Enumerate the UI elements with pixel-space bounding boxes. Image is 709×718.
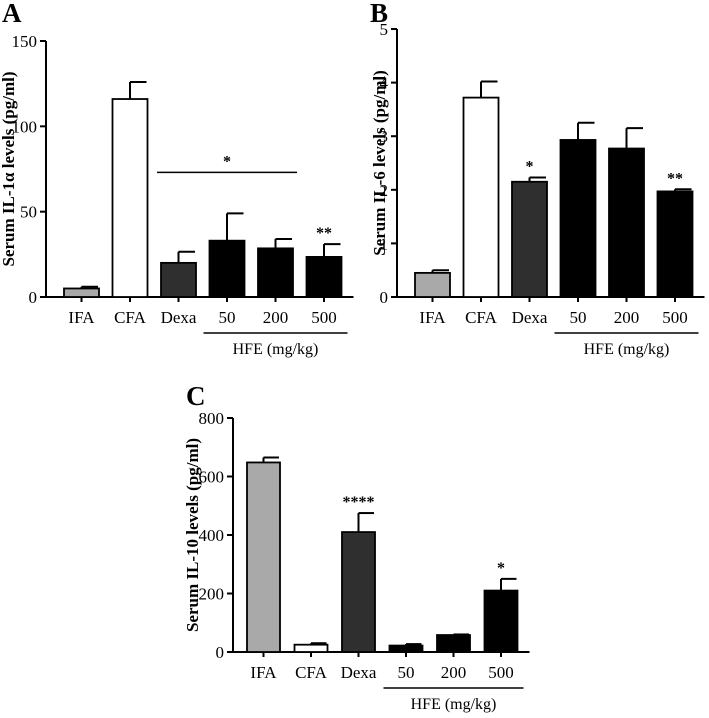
category-label: 500 [311, 308, 337, 327]
bar-cfa [293, 643, 329, 653]
bar-ifa [63, 287, 100, 298]
y-tick-label: 100 [12, 117, 38, 136]
y-tick-label: 400 [199, 526, 225, 545]
chart-panel-a: A Serum IL-1α levels (pg/ml) 0 50 100 150 IFA C… [0, 0, 354, 358]
category-label: CFA [465, 308, 498, 327]
significance-mark: ** [316, 225, 332, 242]
category-label: CFA [295, 663, 328, 682]
panel-letter: A [2, 0, 22, 28]
bar-500 [483, 589, 519, 653]
bar-50 [388, 644, 424, 653]
category-label: 500 [662, 308, 688, 327]
category-label: IFA [68, 308, 95, 327]
bar-ifa [414, 271, 451, 298]
group-label: HFE (mg/kg) [411, 696, 497, 713]
y-tick-label: 0 [29, 288, 38, 307]
category-label: IFA [419, 308, 446, 327]
category-label: 200 [614, 308, 640, 327]
y-tick-label: 50 [20, 203, 37, 222]
bar-200 [257, 247, 294, 298]
y-tick-label: 0 [380, 288, 389, 307]
y-tick-label: 2 [380, 181, 389, 200]
y-tick-label: 600 [199, 468, 225, 487]
significance-mark: ** [667, 170, 683, 187]
bar-200 [436, 634, 471, 653]
y-tick-label: 3 [380, 127, 389, 146]
group-label: HFE (mg/kg) [233, 341, 319, 358]
panel-letter: C [186, 381, 206, 411]
category-label: 50 [398, 663, 415, 682]
bar-50 [208, 239, 246, 298]
y-tick-label: 5 [380, 20, 389, 39]
y-axis-label: Serum IL-10 levels (pg/ml) [183, 438, 202, 632]
y-tick-label: 800 [199, 409, 225, 428]
y-tick-label: 200 [199, 585, 225, 604]
bar-cfa [462, 96, 500, 298]
category-label: IFA [250, 663, 277, 682]
y-tick-label: 0 [216, 643, 225, 662]
comparison-significance: * [223, 153, 231, 170]
group-label: HFE (mg/kg) [584, 341, 670, 358]
y-axis-label: Serum IL-6 levels (pg/ml) [370, 70, 389, 256]
bar-ifa [246, 461, 281, 653]
chart-panel-b: B Serum IL-6 levels (pg/ml) 0 1 2 3 4 5 IFA CFA De… [370, 0, 705, 358]
bar-50 [559, 139, 597, 298]
panel-letter: B [370, 0, 388, 28]
bar-200 [608, 147, 645, 298]
y-tick-label: 1 [380, 234, 389, 253]
chart-panel-c: C Serum IL-10 levels (pg/ml) 0 200 400 600 800… [183, 381, 530, 713]
bar-dexa [160, 261, 197, 298]
category-label: 200 [263, 308, 289, 327]
significance-mark: * [497, 560, 505, 577]
category-label: 50 [219, 308, 236, 327]
category-label: Dexa [161, 308, 197, 327]
category-label: Dexa [341, 663, 377, 682]
category-label: 50 [570, 308, 587, 327]
category-label: 200 [441, 663, 467, 682]
category-label: 500 [488, 663, 514, 682]
significance-mark: * [526, 158, 534, 175]
category-label: Dexa [512, 308, 548, 327]
category-label: CFA [114, 308, 147, 327]
bar-500 [656, 190, 694, 298]
bar-cfa [111, 98, 149, 298]
y-axis-label: Serum IL-1α levels (pg/ml) [0, 71, 18, 266]
bar-dexa [341, 531, 376, 653]
bar-500 [305, 255, 343, 298]
significance-mark: **** [343, 494, 375, 511]
y-tick-label: 4 [380, 74, 389, 93]
bar-dexa [511, 180, 548, 298]
y-tick-label: 150 [12, 32, 38, 51]
